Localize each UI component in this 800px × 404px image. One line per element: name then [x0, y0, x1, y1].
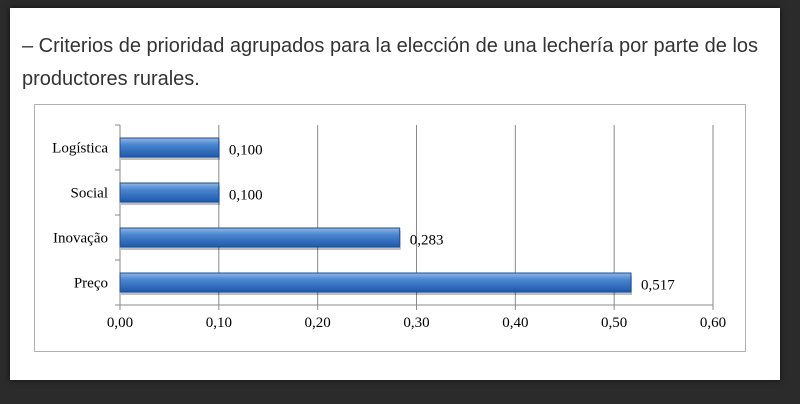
x-tick-label: 0,00: [107, 315, 133, 331]
category-label: Inovação: [53, 231, 108, 247]
x-tick-label: 0,50: [601, 315, 627, 331]
data-label: 0,100: [229, 143, 263, 159]
category-label: Preço: [74, 276, 108, 292]
bar-inovação: [119, 227, 401, 248]
x-tick-label: 0,10: [206, 315, 232, 331]
data-label: 0,100: [229, 188, 263, 204]
figure-caption: – Criterios de prioridad agrupados para …: [22, 35, 759, 90]
bar-preço: [119, 272, 632, 293]
x-tick-label: 0,40: [502, 315, 528, 331]
category-label: Social: [71, 186, 109, 202]
data-label: 0,283: [410, 233, 444, 249]
bar-social: [119, 182, 220, 203]
bar-chart: 0,00 0,10 0,20 0,30 0,40 0,50 0,60 Logística 0,1…: [52, 124, 726, 331]
category-label: Logística: [52, 141, 108, 157]
chart-area: 0,00 0,10 0,20 0,30 0,40 0,50 0,60 Logística 0,1…: [34, 104, 746, 352]
bar-logística: [119, 137, 220, 158]
x-tick-label: 0,20: [305, 315, 331, 331]
x-tick-label: 0,60: [700, 315, 726, 331]
data-label: 0,517: [641, 278, 675, 294]
x-tick-label: 0,30: [403, 315, 429, 331]
